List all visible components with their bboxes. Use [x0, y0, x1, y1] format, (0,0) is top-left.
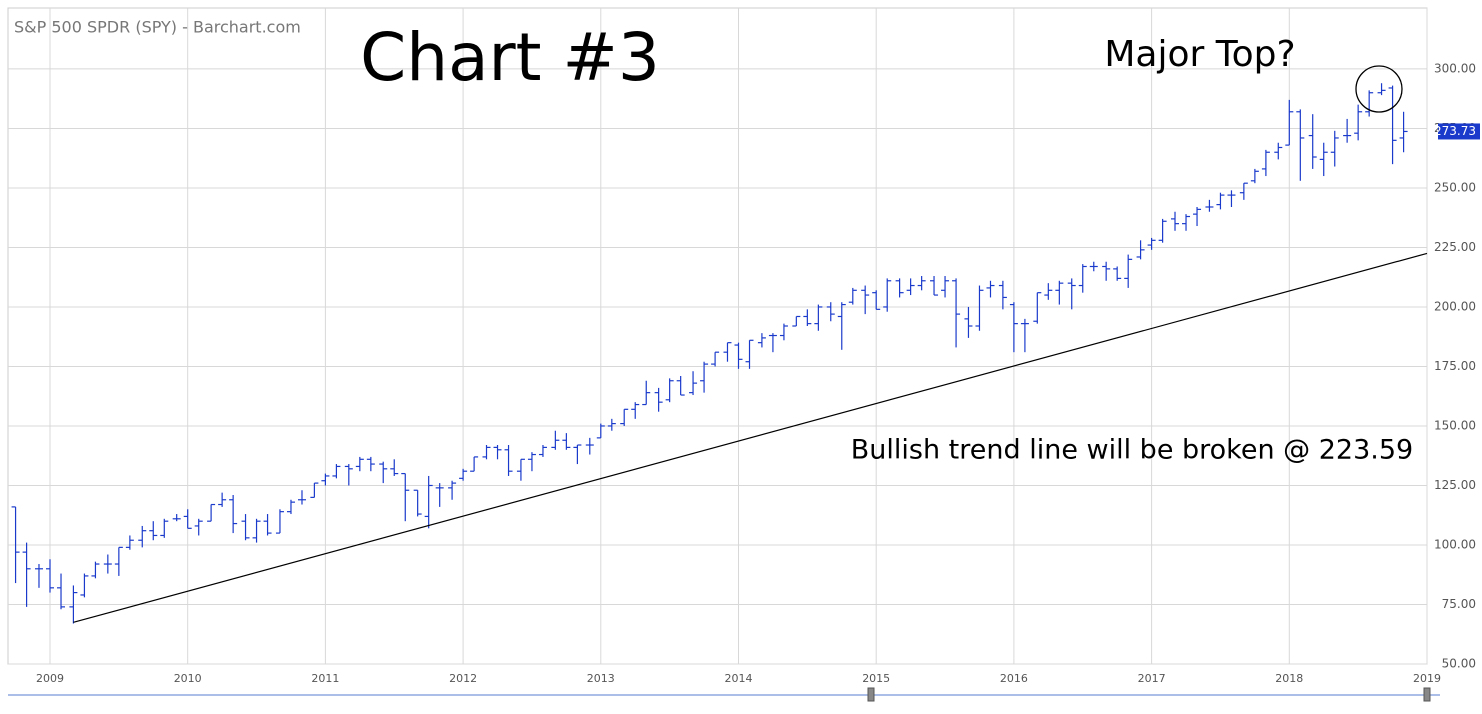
- x-tick-label: 2011: [311, 672, 339, 685]
- x-tick-label: 2014: [724, 672, 752, 685]
- y-tick-label: 300.00: [1434, 61, 1476, 75]
- x-tick-label: 2017: [1138, 672, 1166, 685]
- y-tick-label: 100.00: [1434, 537, 1476, 551]
- x-tick-label: 2019: [1413, 672, 1441, 685]
- y-tick-label: 225.00: [1434, 240, 1476, 254]
- last-price-label: 273.73: [1434, 124, 1476, 138]
- annotation: Chart #3: [360, 19, 660, 96]
- x-tick-label: 2016: [1000, 672, 1028, 685]
- last-price-box: [1438, 123, 1480, 140]
- y-tick-label: 150.00: [1434, 418, 1476, 432]
- x-tick-label: 2018: [1275, 672, 1303, 685]
- y-tick-label: 50.00: [1442, 657, 1476, 671]
- highlight-circle: [1355, 65, 1403, 113]
- y-tick-label: 125.00: [1434, 478, 1476, 492]
- grid: [8, 8, 1428, 665]
- x-tick-label: 2012: [449, 672, 477, 685]
- trend-line: [73, 252, 1428, 623]
- annotation: Major Top?: [1104, 34, 1295, 75]
- x-tick-label: 2015: [862, 672, 890, 685]
- marks: [11, 83, 1428, 624]
- navigator-handle[interactable]: [867, 687, 875, 702]
- x-tick-label: 2013: [587, 672, 615, 685]
- x-tick-label: 2009: [36, 672, 64, 685]
- chart-title: S&P 500 SPDR (SPY) - Barchart.com: [14, 18, 301, 37]
- y-tick-label: 200.00: [1434, 299, 1476, 313]
- plot-frame: [7, 7, 1428, 665]
- y-tick-label: 75.00: [1442, 597, 1476, 611]
- y-tick-label: 250.00: [1434, 180, 1476, 194]
- y-tick-label: 175.00: [1434, 359, 1476, 373]
- annotation: Bullish trend line will be broken @ 223.…: [851, 435, 1413, 466]
- x-tick-label: 2010: [174, 672, 202, 685]
- navigator-handle[interactable]: [1423, 687, 1431, 702]
